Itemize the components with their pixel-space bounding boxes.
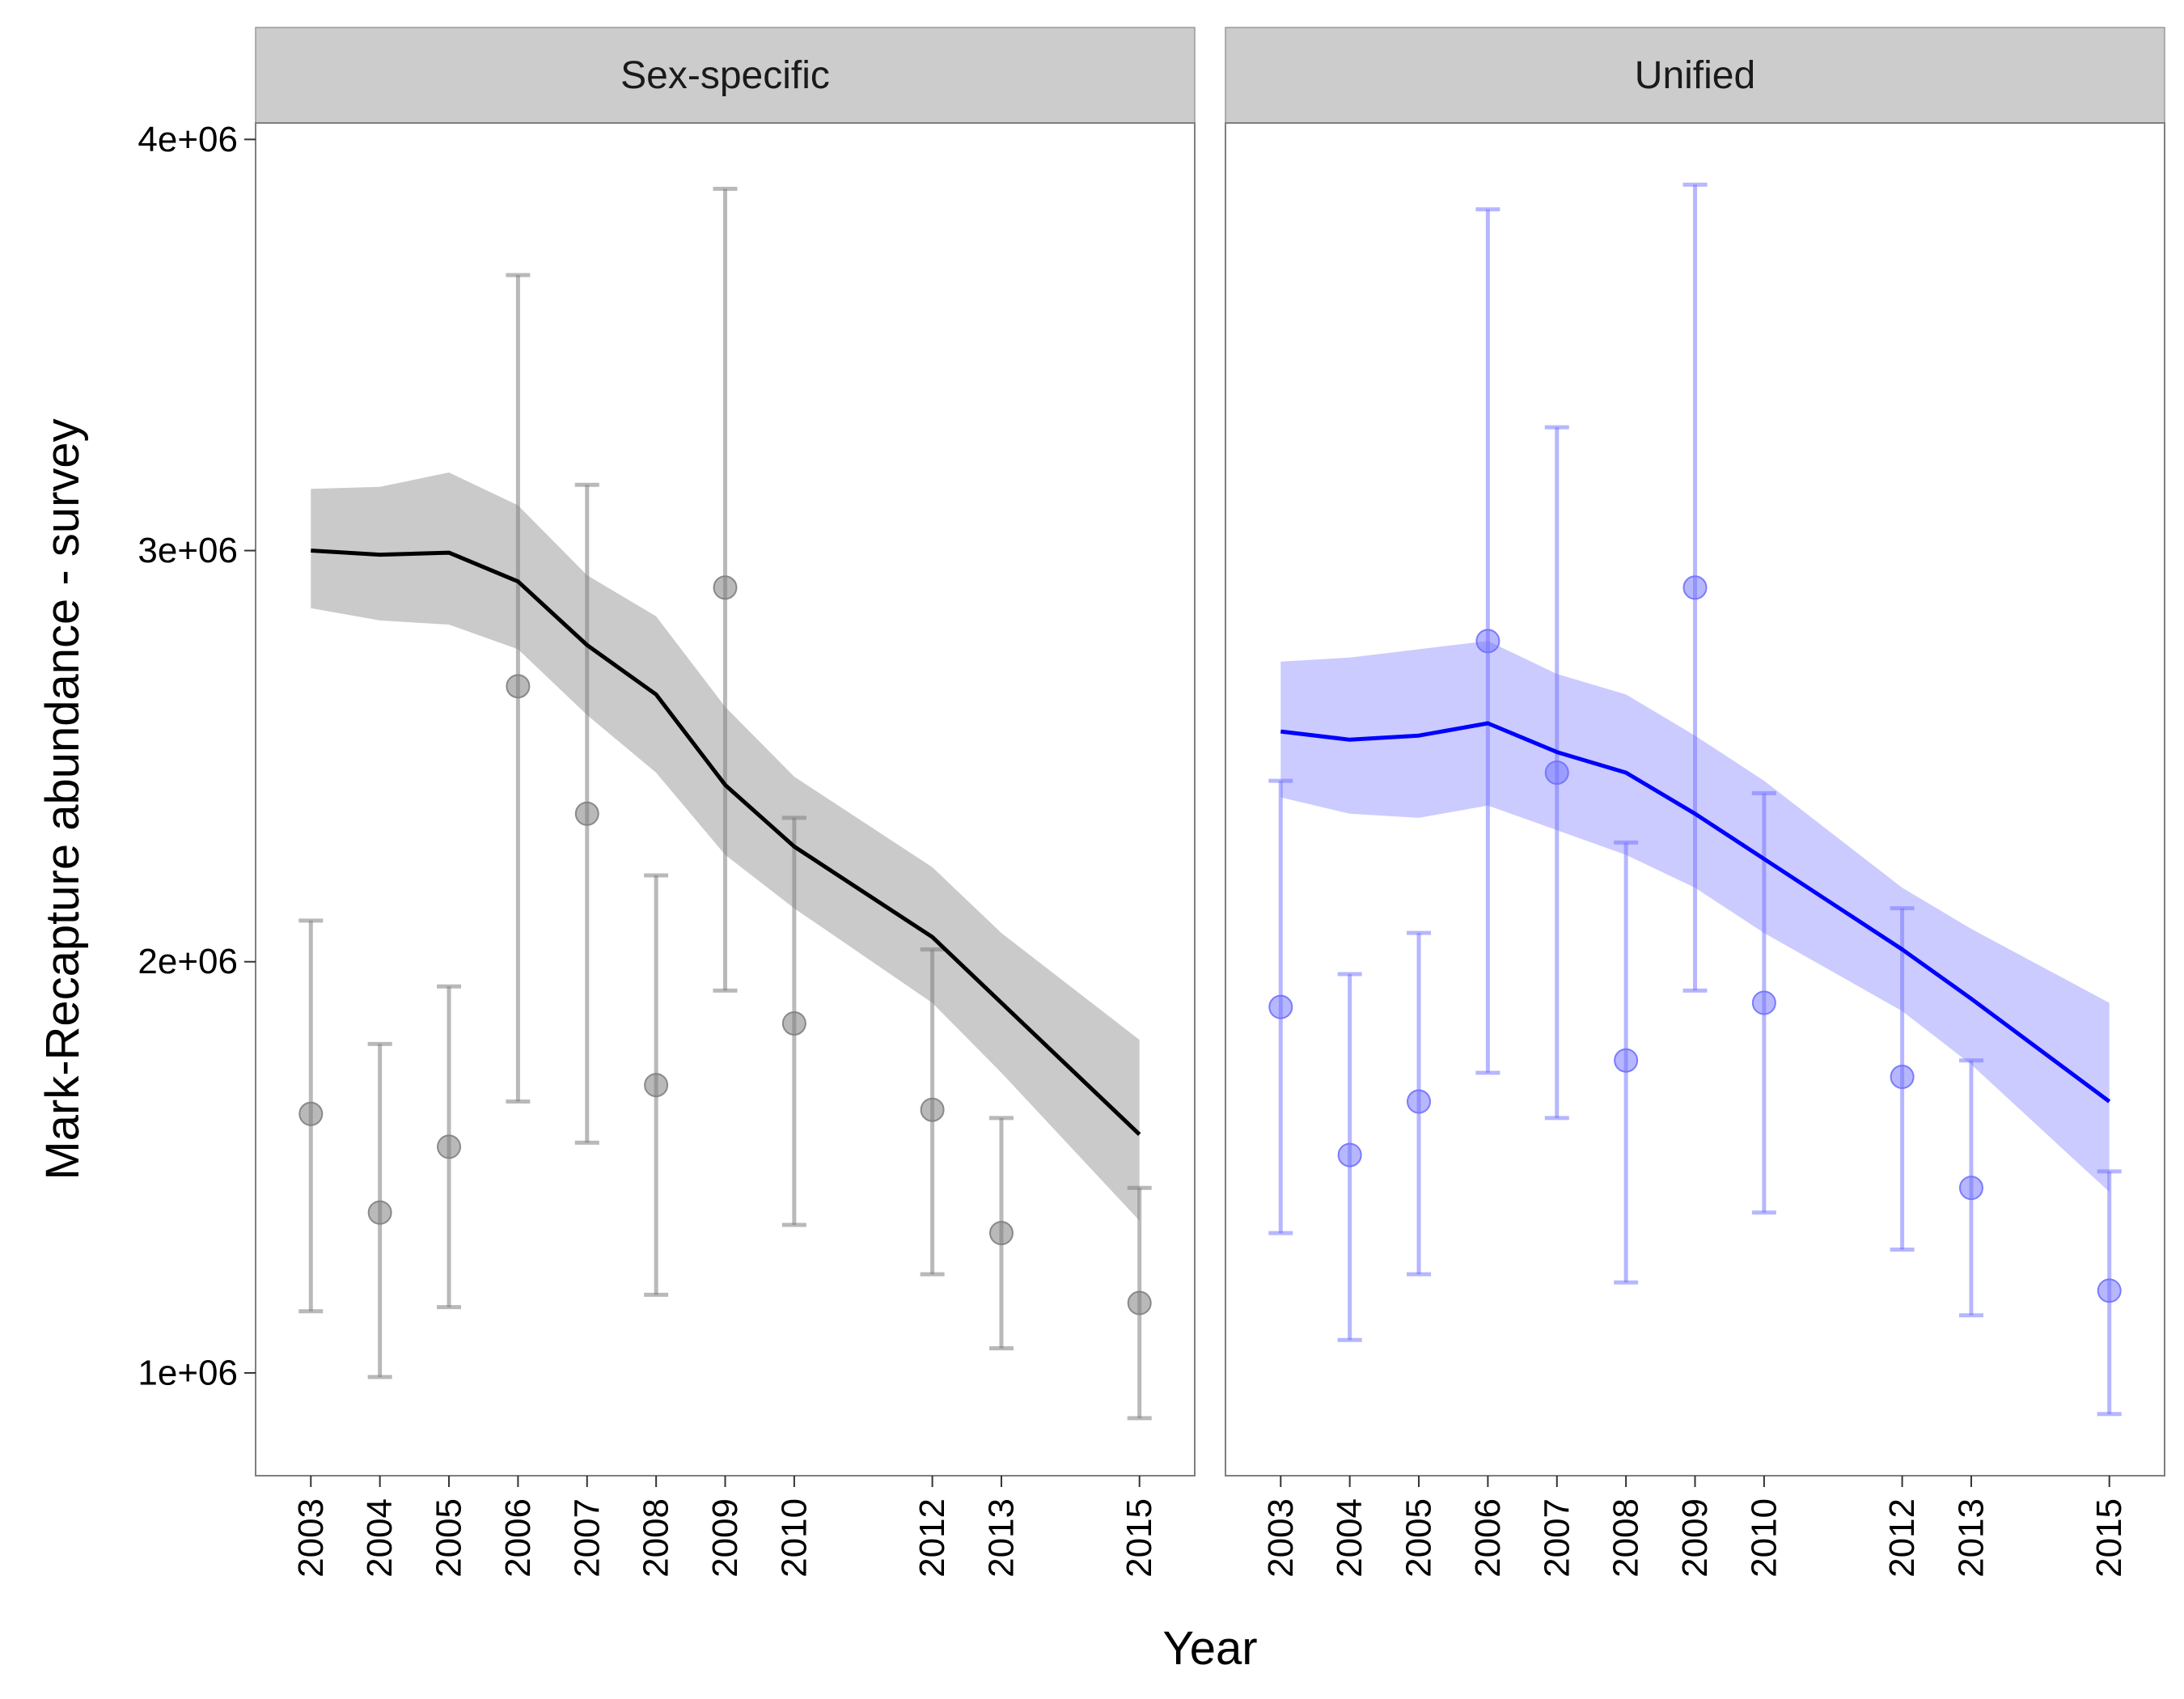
observation-point-layer — [1268, 575, 2122, 1303]
observation-point-2006 — [506, 674, 531, 699]
y-tick-label: 4e+06 — [138, 120, 238, 159]
x-tick-label-2010: 2010 — [774, 1498, 814, 1578]
x-tick-label-2009: 2009 — [705, 1498, 745, 1578]
x-axis: 2003 2004 2005 2006 2007 2008 2009 2010 2012 2013… — [1261, 1476, 2129, 1578]
observation-point-2008 — [1614, 1048, 1639, 1073]
x-tick-label-2007: 2007 — [567, 1498, 607, 1578]
y-tick-label: 2e+06 — [138, 942, 238, 981]
strip-label: Unified — [1635, 54, 1755, 97]
x-tick-label-2015: 2015 — [2089, 1498, 2129, 1578]
observation-point-2012 — [1890, 1065, 1915, 1090]
x-axis: 2003 2004 2005 2006 2007 2008 2009 2010 2012 2013… — [291, 1476, 1159, 1578]
x-tick-label-2004: 2004 — [360, 1498, 400, 1578]
x-tick-label-2004: 2004 — [1330, 1498, 1369, 1578]
x-tick-label-2012: 2012 — [1882, 1498, 1922, 1578]
x-tick-label-2005: 2005 — [430, 1498, 469, 1578]
observation-point-2003 — [298, 1101, 324, 1126]
x-tick-label-2003: 2003 — [1261, 1498, 1301, 1578]
x-tick-label-2003: 2003 — [291, 1498, 331, 1578]
model-line — [311, 549, 1141, 1137]
panel-sex-specific: Sex-specific 2003 2004 2005 2006 2007 2008 200… — [138, 27, 1196, 1578]
observation-point-2008 — [644, 1073, 669, 1098]
model-line — [1280, 721, 2111, 1104]
observation-point-2012 — [920, 1097, 945, 1122]
model-line-layer — [1280, 721, 2111, 1104]
panel-unified: Unified 2003 2004 2005 2006 2007 2008 2009 2010… — [1225, 27, 2165, 1578]
x-tick-label-2005: 2005 — [1399, 1498, 1439, 1578]
observation-point-2007 — [1544, 760, 1569, 785]
x-axis-title: Year — [1162, 1622, 1257, 1675]
observation-point-2015 — [1127, 1290, 1152, 1316]
observation-point-layer — [298, 575, 1152, 1316]
x-tick-label-2008: 2008 — [637, 1498, 676, 1578]
x-tick-label-2015: 2015 — [1120, 1498, 1159, 1578]
x-tick-label-2007: 2007 — [1537, 1498, 1577, 1578]
x-tick-label-2013: 2013 — [981, 1498, 1021, 1578]
observation-point-2010 — [1751, 990, 1776, 1015]
observation-point-2009 — [713, 575, 738, 600]
observation-point-2015 — [2097, 1278, 2122, 1303]
x-tick-label-2006: 2006 — [498, 1498, 538, 1578]
x-tick-label-2006: 2006 — [1468, 1498, 1508, 1578]
observation-point-2010 — [781, 1011, 806, 1036]
observation-point-2013 — [988, 1221, 1014, 1246]
model-line-layer — [311, 549, 1141, 1137]
strip-background — [1225, 27, 2165, 124]
observation-point-2004 — [1337, 1142, 1362, 1167]
observation-point-2013 — [1958, 1176, 1983, 1201]
x-tick-label-2012: 2012 — [912, 1498, 952, 1578]
strip-background — [255, 27, 1196, 124]
observation-point-2009 — [1682, 575, 1708, 600]
observation-point-2006 — [1475, 629, 1500, 654]
observation-point-2004 — [367, 1200, 392, 1225]
observation-point-2003 — [1268, 994, 1293, 1019]
y-axis-title: Mark-Recapture abundance - survey — [36, 418, 89, 1180]
observation-point-2005 — [437, 1134, 462, 1159]
y-tick-label: 1e+06 — [138, 1353, 238, 1392]
observation-point-2005 — [1407, 1089, 1432, 1114]
y-axis: 1e+06 2e+06 3e+06 4e+06 — [138, 120, 256, 1392]
x-tick-label-2008: 2008 — [1606, 1498, 1646, 1578]
y-tick-label: 3e+06 — [138, 531, 238, 570]
observation-point-2007 — [574, 801, 599, 826]
x-tick-label-2010: 2010 — [1744, 1498, 1784, 1578]
strip-label: Sex-specific — [620, 54, 830, 97]
x-tick-label-2013: 2013 — [1951, 1498, 1991, 1578]
x-tick-label-2009: 2009 — [1675, 1498, 1715, 1578]
